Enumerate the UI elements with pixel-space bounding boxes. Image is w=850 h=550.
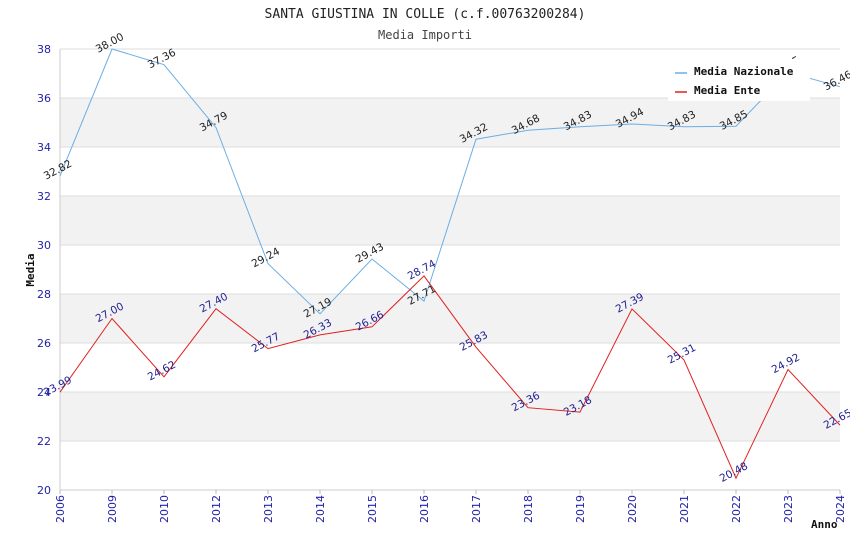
y-tick-label: 36 [37, 92, 51, 105]
x-tick-label: 2009 [106, 495, 119, 523]
y-axis-label: Media [24, 253, 37, 286]
y-tick-label: 24 [37, 386, 51, 399]
legend-label-media-nazionale: Media Nazionale [694, 65, 794, 78]
x-tick-label: 2021 [678, 495, 691, 523]
background-bands [60, 98, 840, 441]
legend-box [668, 59, 810, 101]
x-tick-label: 2012 [210, 495, 223, 523]
chart-title: SANTA GIUSTINA IN COLLE (c.f.00763200284… [265, 7, 586, 22]
x-tick-label: 2006 [54, 495, 67, 523]
x-tick-label: 2014 [314, 495, 327, 523]
x-tick-label: 2017 [470, 495, 483, 523]
x-tick-label: 2018 [522, 495, 535, 523]
series-group [59, 48, 841, 480]
legend: Media Nazionale Media Ente [668, 59, 810, 101]
grid-band [60, 294, 840, 343]
y-tick-label: 28 [37, 288, 51, 301]
y-tick-label: 38 [37, 43, 51, 56]
series-line-media-ente [59, 275, 841, 480]
data-label: 36.46 [822, 69, 850, 94]
x-tick-label: 2015 [366, 495, 379, 523]
series-line-media-nazionale [59, 48, 841, 315]
y-tick-label: 22 [37, 435, 51, 448]
y-tick-label: 30 [37, 239, 51, 252]
chart-subtitle: Media Importi [378, 28, 472, 42]
x-tick-label: 2022 [730, 495, 743, 523]
x-tick-label: 2010 [158, 495, 171, 523]
gridlines [60, 48, 840, 491]
data-label: 24.92 [770, 351, 802, 376]
data-label: 37.36 [146, 46, 178, 71]
data-label: 20.48 [718, 460, 750, 485]
grid-band [60, 98, 840, 147]
legend-label-media-ente: Media Ente [694, 84, 761, 97]
x-tick-label: 2013 [262, 495, 275, 523]
x-axis-label: Anno [811, 518, 838, 531]
y-tick-label: 20 [37, 484, 51, 497]
x-tick-label: 2020 [626, 495, 639, 523]
y-tick-label: 34 [37, 141, 51, 154]
x-tick-label: 2023 [782, 495, 795, 523]
x-tick-label: 2019 [574, 495, 587, 523]
data-label: 25.31 [666, 342, 698, 367]
y-tick-label: 26 [37, 337, 51, 350]
x-tick-label: 2024 [834, 495, 847, 523]
data-label: 28.74 [406, 258, 438, 283]
grid-band [60, 392, 840, 441]
data-label: 32.82 [42, 158, 74, 183]
x-tick-label: 2016 [418, 495, 431, 523]
data-label: 29.24 [250, 245, 282, 270]
y-tick-label: 32 [37, 190, 51, 203]
